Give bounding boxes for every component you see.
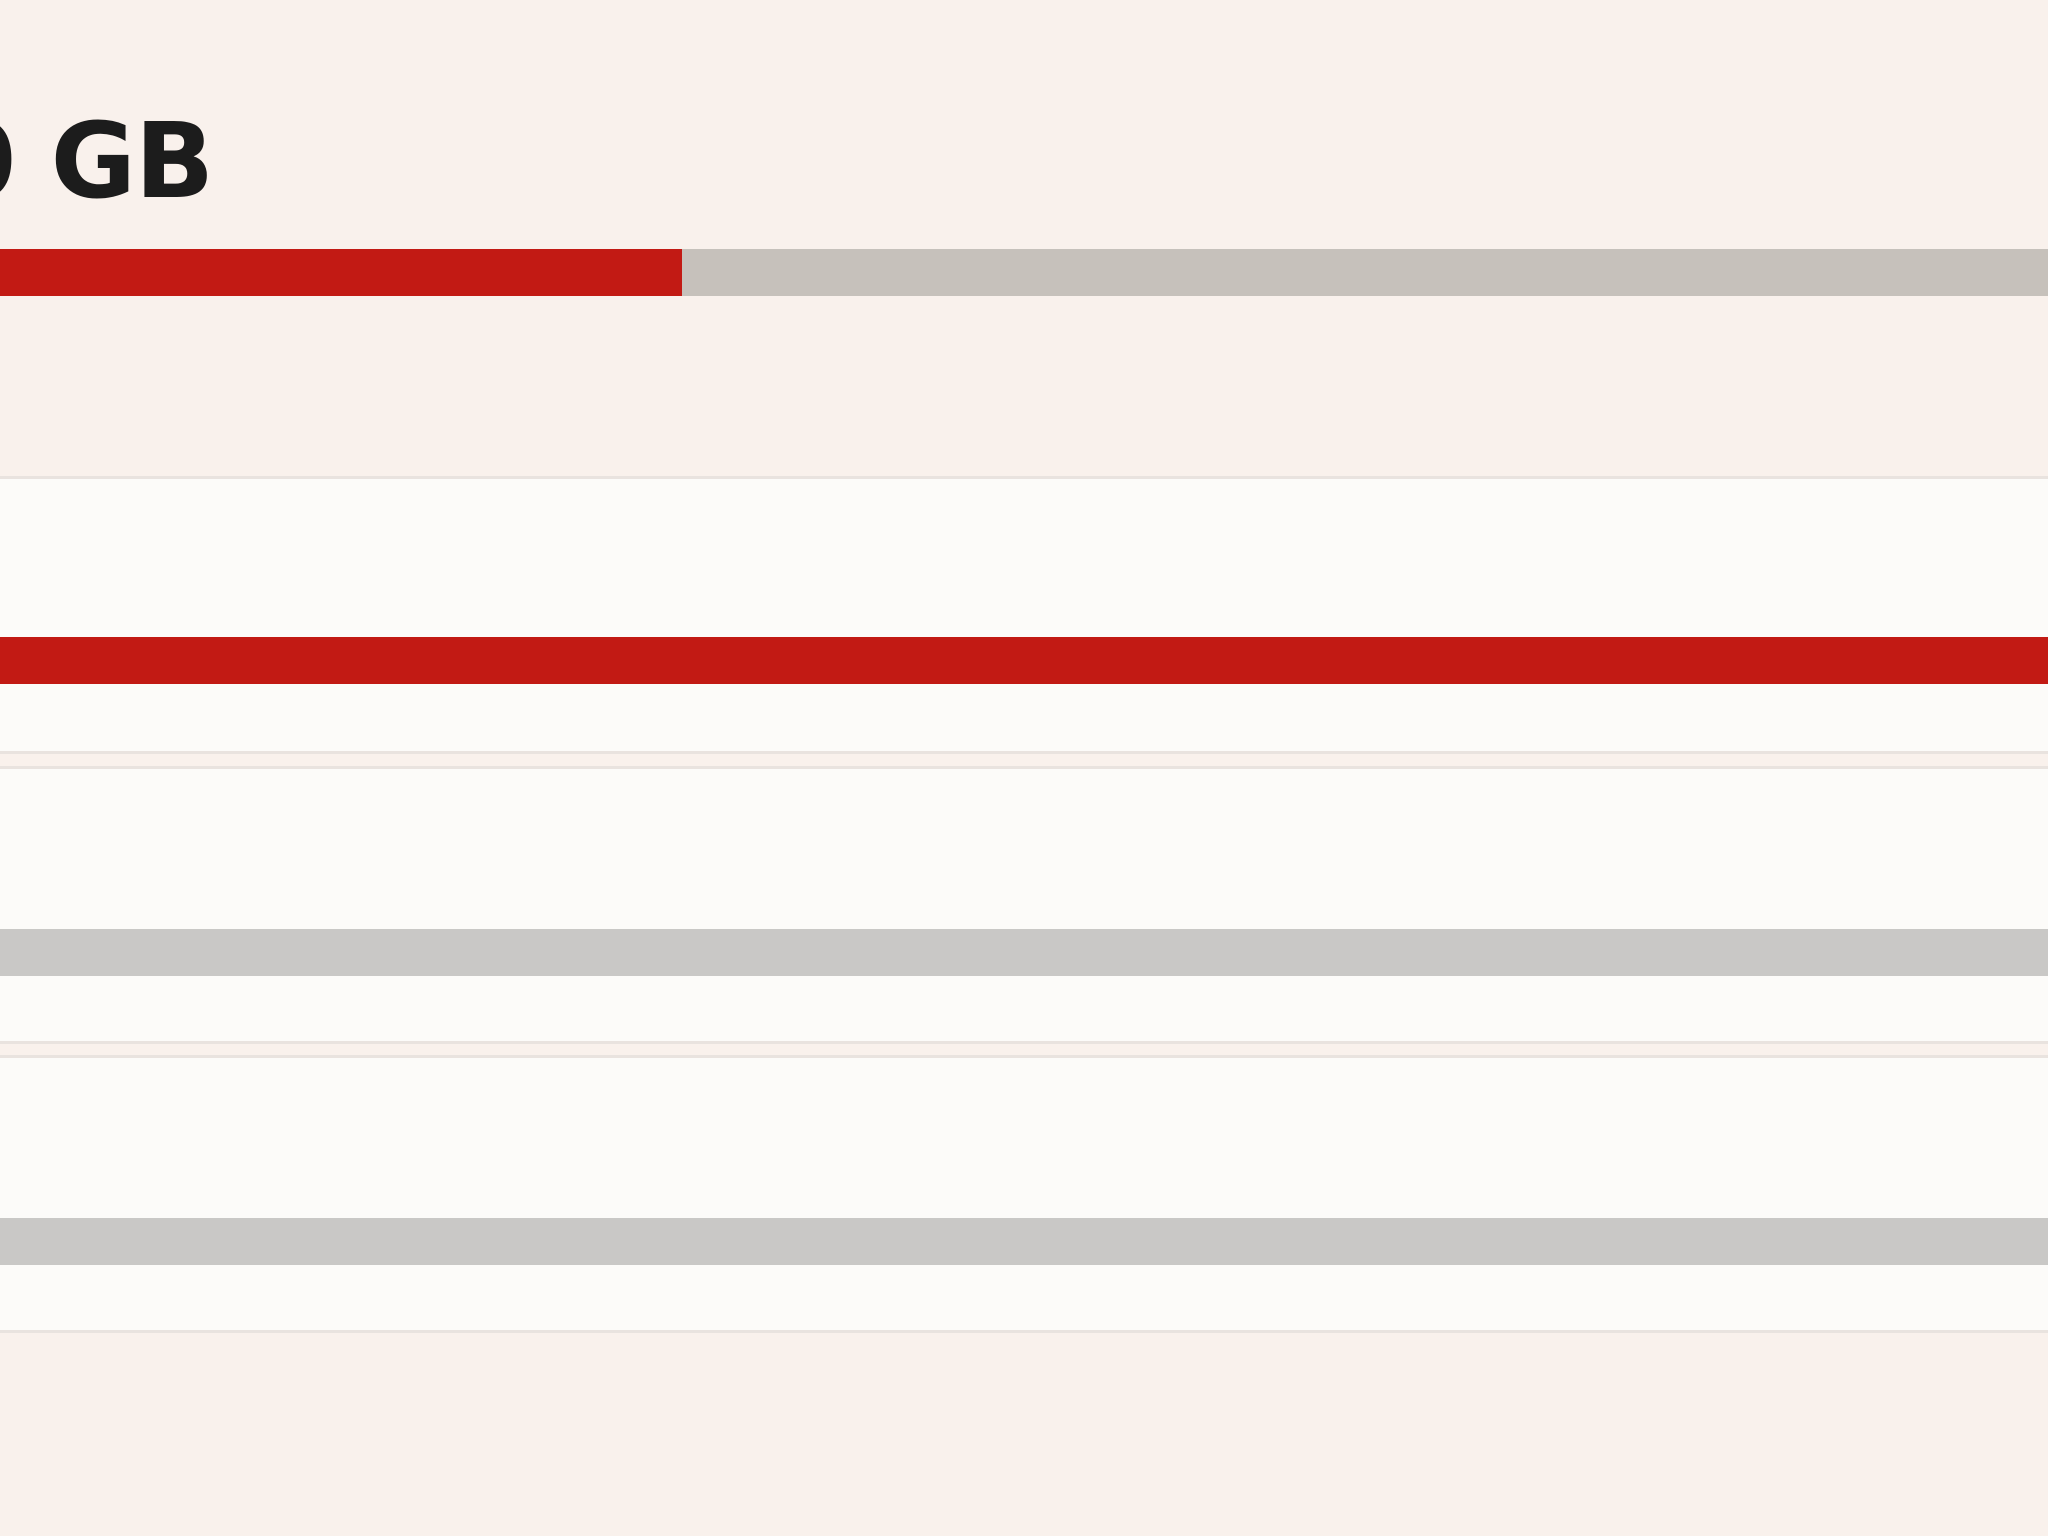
category-card-1[interactable]: [0, 476, 2048, 754]
category-usage-fill: [0, 637, 2048, 684]
category-card-3[interactable]: [0, 1055, 2048, 1333]
storage-total-label: 0 GB: [0, 100, 214, 222]
storage-usage-fill: [0, 249, 682, 296]
storage-usage-bar: [0, 249, 2048, 296]
category-card-2[interactable]: [0, 766, 2048, 1044]
category-usage-bar: [0, 1218, 2048, 1265]
category-usage-bar: [0, 929, 2048, 976]
category-usage-bar: [0, 637, 2048, 684]
